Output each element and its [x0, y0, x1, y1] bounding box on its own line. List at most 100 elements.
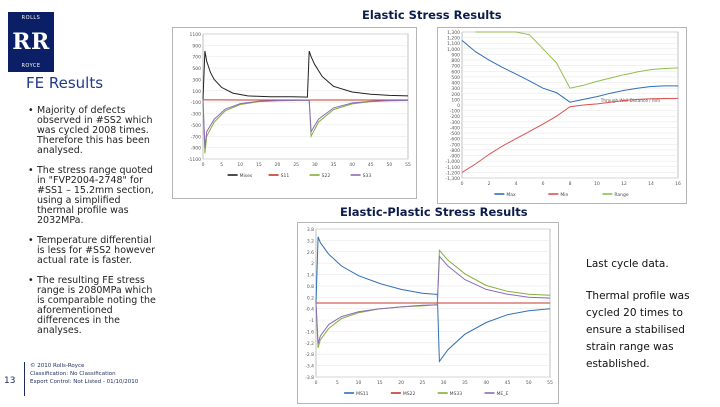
page-number: 13 [4, 376, 15, 386]
x-tick-label: 14 [648, 181, 654, 187]
x-tick-label: 45 [368, 162, 374, 168]
x-tick-label: 10 [237, 162, 243, 168]
y-tick-label: 100 [451, 97, 460, 103]
y-tick-label: -1100 [188, 157, 201, 163]
x-tick-label: 0 [315, 380, 318, 386]
legend-label: MS33 [450, 391, 463, 397]
x-tick-label: 40 [483, 380, 489, 386]
y-tick-label: -600 [450, 137, 460, 143]
logo-top-text: ROLLS [22, 15, 41, 21]
legend-label: ME_E [496, 391, 508, 397]
x-tick-label: 0 [202, 162, 205, 168]
x-tick-label: 40 [349, 162, 355, 168]
y-tick-label: -3.8 [305, 375, 314, 381]
x-tick-label: 20 [275, 162, 281, 168]
footer-divider [24, 362, 25, 396]
y-tick-label: -800 [450, 148, 460, 154]
y-tick-label: 900 [192, 43, 201, 49]
y-tick-label: 2 [311, 261, 314, 267]
x-tick-label: 35 [462, 380, 468, 386]
x-tick-label: 12 [621, 181, 627, 187]
legend-label: S11 [281, 173, 290, 179]
y-tick-label: 1.4 [307, 273, 314, 279]
section-title: FE Results [26, 74, 103, 92]
y-tick-label: -200 [450, 114, 460, 120]
y-tick-label: -3.4 [305, 364, 314, 370]
y-tick-label: -0.4 [305, 307, 314, 313]
y-tick-label: -1,200 [445, 170, 460, 176]
x-tick-label: 15 [377, 380, 383, 386]
y-tick-label: 1,200 [447, 36, 460, 42]
footer-text: © 2010 Rolls-Royce Classification: No Cl… [30, 362, 138, 386]
y-tick-label: 2.6 [307, 250, 314, 256]
y-tick-label: -900 [450, 154, 460, 160]
bullet-item: The stress range quoted in "FVP2004-2748… [28, 166, 156, 226]
y-tick-label: -1,000 [445, 159, 460, 165]
y-tick-label: -500 [450, 131, 460, 137]
x-tick-label: 35 [331, 162, 337, 168]
legend-label: S33 [363, 173, 372, 179]
note-last-cycle: Last cycle data. [586, 256, 706, 273]
y-tick-label: 1100 [190, 32, 202, 38]
x-tick-label: 55 [405, 162, 411, 168]
logo-monogram: RR [12, 31, 50, 53]
x-tick-label: 16 [675, 181, 681, 187]
y-tick-label: 800 [451, 58, 460, 64]
x-tick-label: 45 [505, 380, 511, 386]
x-tick-label: 55 [547, 380, 553, 386]
x-tick-label: 25 [419, 380, 425, 386]
y-tick-label: 500 [192, 66, 201, 72]
bullet-item: Temperature differential is less for #SS… [28, 236, 156, 266]
y-tick-label: -400 [450, 125, 460, 131]
x-tick-label: 10 [356, 380, 362, 386]
x-tick-label: 30 [312, 162, 318, 168]
legend-label: Range [614, 192, 628, 198]
y-tick-label: -700 [450, 142, 460, 148]
logo-bottom-text: ROYCE [21, 63, 40, 69]
y-tick-label: -300 [191, 112, 201, 118]
x-tick-label: 50 [526, 380, 532, 386]
y-tick-label: 700 [451, 64, 460, 70]
y-tick-label: 3.2 [307, 238, 314, 244]
legend-label: MS11 [356, 391, 369, 397]
bullet-list: Majority of defects observed in #SS2 whi… [28, 106, 156, 346]
y-tick-label: 0.2 [307, 295, 314, 301]
y-tick-label: 200 [451, 92, 460, 98]
y-tick-label: -900 [191, 146, 201, 152]
y-tick-label: -1,100 [445, 165, 460, 171]
note-thermal-profile: Thermal profile was cycled 20 times to e… [586, 288, 706, 373]
y-tick-label: 0 [457, 103, 460, 109]
y-tick-label: 500 [451, 75, 460, 81]
elastic-through-wall-chart-svg: 1,3001,2001,1001,00090080070060050040030… [438, 28, 686, 203]
y-tick-label: 300 [451, 86, 460, 92]
x-tick-label: 30 [441, 380, 447, 386]
footer-line: Classification: No Classification [30, 370, 138, 378]
x-tick-label: 5 [336, 380, 339, 386]
x-tick-label: 8 [569, 181, 572, 187]
plot-area [203, 34, 408, 159]
x-tick-label: 6 [542, 181, 545, 187]
rolls-royce-logo: ROLLS RR ROYCE [8, 12, 54, 72]
x-tick-label: 0 [461, 181, 464, 187]
y-tick-label: 1,000 [447, 47, 460, 53]
legend-label: Max [506, 192, 516, 198]
x-tick-label: 20 [398, 380, 404, 386]
y-tick-label: -700 [191, 134, 201, 140]
legend-label: S22 [322, 173, 331, 179]
footer-line: © 2010 Rolls-Royce [30, 362, 138, 370]
y-tick-label: 0.8 [307, 284, 314, 290]
y-tick-label: -100 [450, 109, 460, 115]
y-tick-label: -1 [310, 318, 315, 324]
legend-label: Mises [240, 173, 253, 179]
footer-line: Export Control: Not Listed - 01/10/2010 [30, 378, 138, 386]
y-tick-label: 1,100 [447, 41, 460, 47]
x-tick-label: 25 [293, 162, 299, 168]
x-tick-label: 10 [594, 181, 600, 187]
x-tick-label: 4 [515, 181, 518, 187]
x-tick-label: 5 [220, 162, 223, 168]
x-tick-label: 2 [488, 181, 491, 187]
y-tick-label: -500 [191, 123, 201, 129]
y-tick-label: 100 [192, 89, 201, 95]
